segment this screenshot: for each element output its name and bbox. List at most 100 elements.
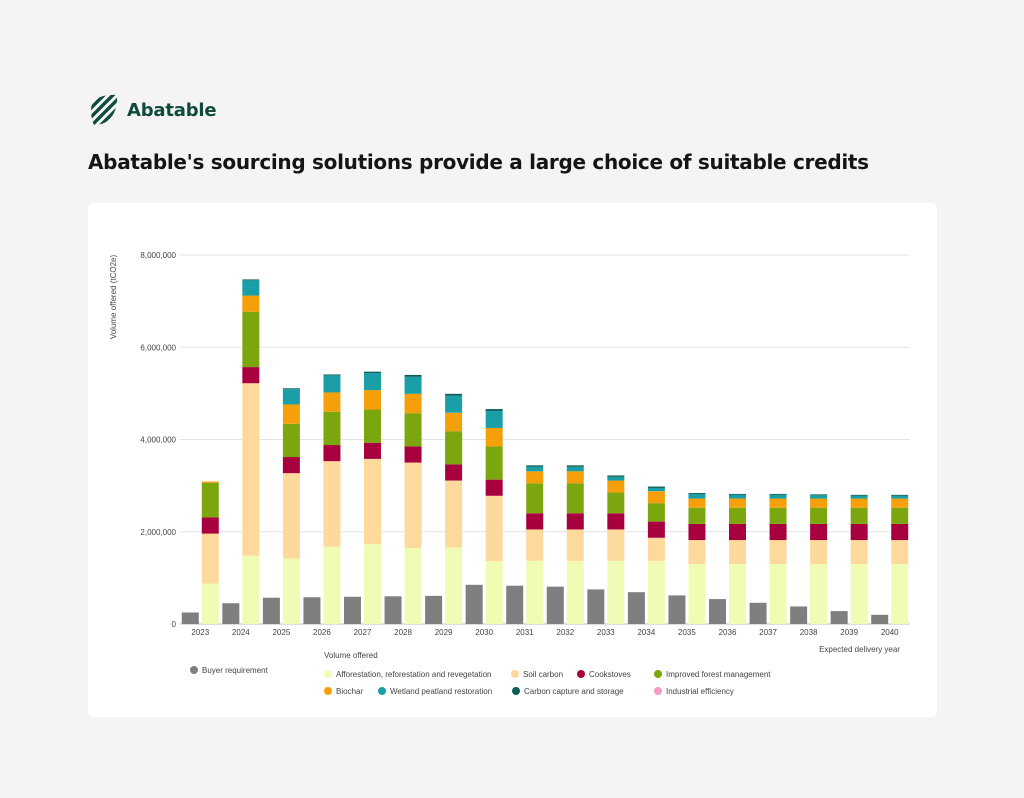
offered-bar-segment [729,523,746,541]
offered-bar-segment [485,446,503,480]
x-axis-ticks: 2023 2024 2025 2026 2027 2028 2029 2030 2031 2032… [191,628,899,637]
offered-bar-segment [647,486,665,488]
buyer-requirement-bar [709,599,726,624]
offered-bar-segment [445,393,463,396]
x-tick-label: 2030 [475,628,493,637]
offered-bar-segment [445,431,463,465]
offered-bar-segment [282,558,300,624]
x-tick-label: 2023 [191,628,209,637]
offered-bar-segment [323,392,341,412]
brand-logo: Abatable [88,93,217,127]
x-tick-label: 2028 [394,628,412,637]
legend-swatch [190,666,198,674]
offered-bar-segment [201,583,219,624]
offered-bar-segment [526,529,544,561]
offered-bar-segment [688,493,706,499]
offered-bar-segment [364,373,381,391]
offered-bar-segment [364,390,381,410]
legend-swatch [512,687,520,695]
legend-label: Soil carbon [523,670,563,679]
x-tick-label: 2040 [881,628,899,637]
offered-bar-segment [526,471,544,484]
offered-bar-segment [607,492,625,514]
offered-bar-segment [282,423,300,458]
offered-bar-segment [647,521,665,538]
offered-bar-segment [647,503,665,522]
offered-bar-segment [607,476,625,481]
offered-bar-segment [891,507,909,524]
x-axis-label: Expected delivery year [819,645,900,654]
offered-bar-segment [364,409,381,443]
y-axis-label: Volume offered (tCO2e) [109,254,118,339]
offered-bar-segment [688,493,706,494]
offered-bar-segment [445,464,463,481]
offered-bar-segment [850,494,868,496]
offered-bar-segment [282,404,300,424]
offered-bar-segment [891,564,909,624]
buyer-requirement-bar [506,585,524,624]
offered-bar-segment [485,495,503,562]
legend-label: Afforestation, reforestation and reveget… [336,670,492,679]
x-tick-label: 2037 [759,628,777,637]
offered-bar-segment [242,279,260,281]
bars [181,279,909,624]
offered-bar-segment [810,507,828,524]
buyer-requirement-bar [222,603,240,624]
offered-bar-segment [850,498,868,508]
x-tick-label: 2024 [232,628,250,637]
offered-bar-segment [404,413,422,447]
buyer-requirement-bar [181,612,199,624]
buyer-requirement-bar [790,606,808,624]
buyer-requirement-bar [425,595,443,624]
legend-label: Buyer requirement [202,666,269,675]
offered-bar-segment [810,498,828,508]
brand-name: Abatable [127,99,217,121]
offered-bar-segment [566,466,584,472]
buyer-requirement-bar [627,592,645,624]
offered-bar-segment [607,513,625,530]
offered-bar-segment [729,507,746,524]
offered-bar-segment [485,427,503,447]
offered-bar-segment [688,540,706,565]
offered-bar-segment [607,480,625,493]
offered-bar-segment [282,388,300,390]
offered-bar-segment [485,410,503,428]
offered-bar-segment [607,560,625,624]
offered-bar-segment [769,494,787,499]
offered-bar-segment [404,547,422,624]
offered-bar-segment [647,560,665,624]
y-tick-label: 0 [172,620,177,629]
offered-bar-segment [850,564,868,624]
offered-bar-segment [323,461,341,547]
offered-bar-segment [769,507,787,524]
legend-group-label: Volume offered [324,651,378,660]
x-tick-label: 2026 [313,628,331,637]
offered-bar-segment [891,523,909,541]
offered-bar-segment [850,540,868,565]
offered-bar-segment [485,409,503,411]
offered-bar-segment [810,495,828,499]
offered-bar-segment [526,483,544,514]
offered-bar-segment [647,487,665,492]
offered-bar-segment [729,540,746,565]
offered-bar-segment [729,493,746,495]
x-tick-label: 2038 [800,628,818,637]
offered-bar-segment [810,494,828,496]
x-tick-label: 2029 [435,628,453,637]
offered-bar-segment [485,479,503,496]
buyer-requirement-bar [344,596,361,624]
offered-bar-segment [688,523,706,541]
offered-bar-segment [404,393,422,414]
offered-bar-segment [526,560,544,624]
offered-bar-segment [526,465,544,467]
y-tick-label: 2,000,000 [140,528,176,537]
buyer-requirement-bar [465,584,483,624]
y-tick-label: 6,000,000 [140,343,176,352]
y-tick-label: 8,000,000 [140,251,176,260]
offered-bar-segment [404,374,422,377]
buyer-requirement-bar [668,595,686,624]
buyer-requirement-bar [303,597,321,624]
offered-bar-segment [242,280,260,296]
offered-bar-segment [445,480,463,548]
buyer-requirement-bar [749,602,767,624]
